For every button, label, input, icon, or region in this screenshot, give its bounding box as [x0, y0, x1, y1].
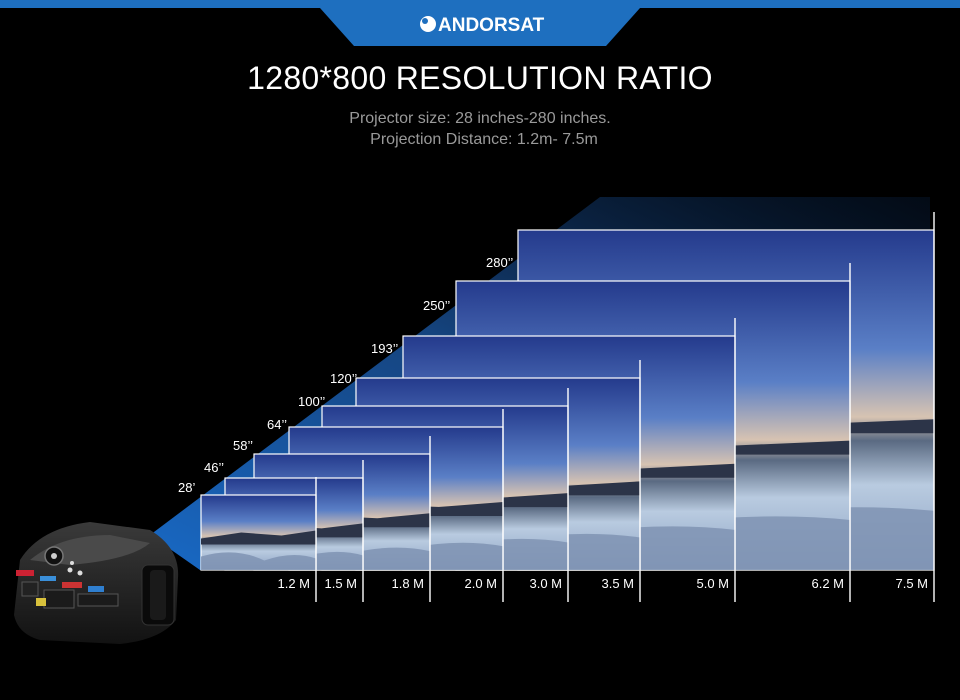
screen-size-label: 58’’ — [233, 438, 254, 453]
distance-label: 7.5 M — [895, 576, 928, 591]
spec-screen-size: Projector size: 28 inches-280 inches. — [349, 110, 611, 127]
distance-label: 1.5 M — [324, 576, 357, 591]
screen-size-label: 120’’ — [330, 371, 358, 386]
projection-screen — [200, 477, 317, 602]
distance-label: 1.2 M — [277, 576, 310, 591]
screen-size-label: 193’’ — [371, 341, 399, 356]
distance-label: 3.0 M — [529, 576, 562, 591]
brand-logo-text: ANDORSAT — [438, 15, 545, 36]
headline: 1280*800 RESOLUTION RATIO — [247, 60, 713, 96]
projection-screens — [200, 212, 935, 602]
screen-size-label: 280’’ — [486, 255, 514, 270]
distance-label: 3.5 M — [601, 576, 634, 591]
satellite-dish-icon — [420, 16, 436, 32]
distance-label: 6.2 M — [811, 576, 844, 591]
distance-label: 2.0 M — [464, 576, 497, 591]
distance-label: 1.8 M — [391, 576, 424, 591]
distance-label: 5.0 M — [696, 576, 729, 591]
screen-size-label: 28’ — [178, 480, 196, 495]
screen-size-label: 64’’ — [267, 417, 288, 432]
screen-size-label: 250’’ — [423, 298, 451, 313]
spec-projection-distance: Projection Distance: 1.2m- 7.5m — [370, 131, 598, 148]
projector-icon — [14, 522, 179, 644]
screen-size-label: 100’’ — [298, 394, 326, 409]
top-banner: ANDORSAT — [0, 0, 960, 46]
screen-size-label: 46’’ — [204, 460, 225, 475]
